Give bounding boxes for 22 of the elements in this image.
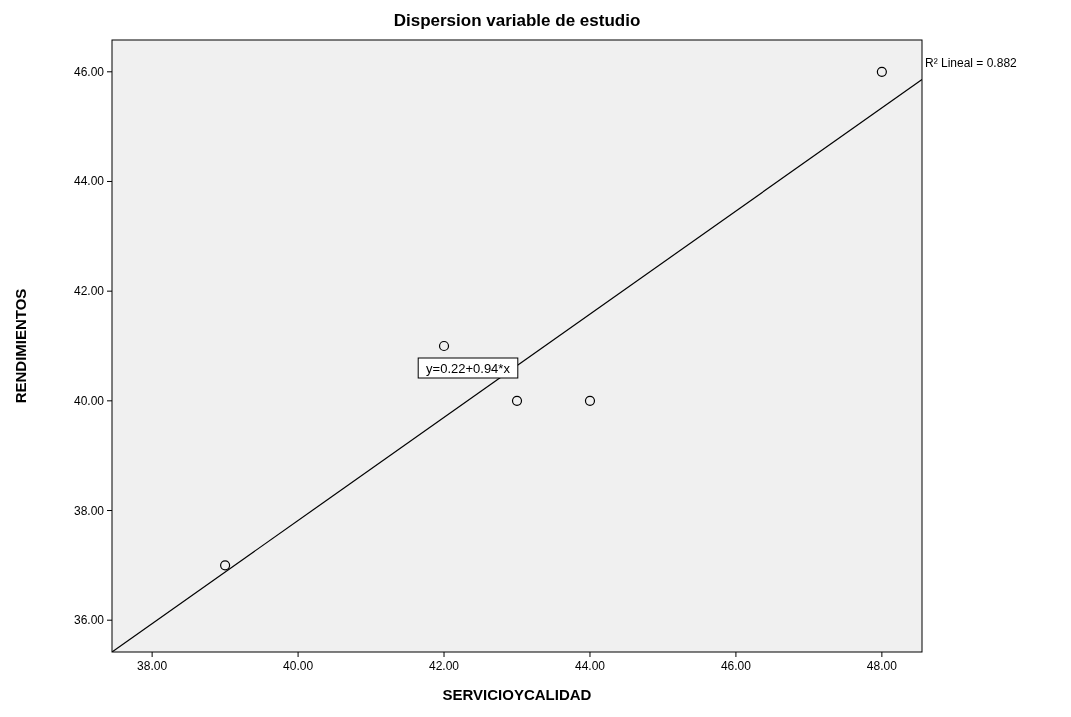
x-tick-label: 40.00 [283,659,314,673]
y-tick-label: 46.00 [73,64,105,79]
x-axis-title: SERVICIOYCALIDAD [442,686,592,703]
y-tick-label: 40.00 [73,393,105,408]
x-tick-label: 48.00 [866,659,898,673]
point [220,560,231,571]
point [876,66,887,77]
x-tick-label: 44.00 [574,659,606,673]
y-tick-label: 36.00 [73,613,105,628]
x-tick-label: 46.00 [720,659,752,673]
chart-title: Dispersion variable de estudio [393,11,641,30]
point [438,340,450,352]
y-tick-label: 42.00 [73,284,105,299]
y-tick-label: 38.00 [73,503,105,518]
text: R² Lineal = 0.882 [925,56,1018,70]
annotation: y=0.22+0.94*x [426,361,511,376]
y-axis-title: RENDIMIENTOS [12,288,29,404]
point [511,395,523,406]
y-tick-label: 44.00 [73,174,105,189]
x-tick-label: 42.00 [429,659,460,673]
x-tick-label: 38.00 [137,659,168,673]
point [584,395,596,406]
